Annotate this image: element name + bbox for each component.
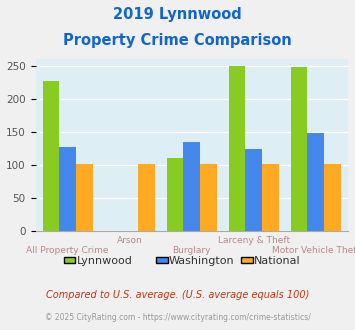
Text: Larceny & Theft: Larceny & Theft: [218, 236, 290, 245]
Bar: [262, 164, 279, 231]
Text: Washington: Washington: [169, 256, 235, 266]
Text: Burglary: Burglary: [173, 246, 211, 255]
Text: Property Crime Comparison: Property Crime Comparison: [63, 33, 292, 48]
Text: 2019 Lynnwood: 2019 Lynnwood: [113, 7, 242, 21]
Bar: [291, 67, 307, 231]
Text: Motor Vehicle Theft: Motor Vehicle Theft: [272, 246, 355, 255]
Bar: [76, 164, 93, 231]
Text: Lynnwood: Lynnwood: [77, 256, 132, 266]
Text: All Property Crime: All Property Crime: [26, 246, 109, 255]
Bar: [43, 81, 59, 231]
Bar: [307, 133, 324, 231]
Bar: [324, 164, 341, 231]
Text: National: National: [254, 256, 301, 266]
Bar: [183, 142, 200, 231]
Text: © 2025 CityRating.com - https://www.cityrating.com/crime-statistics/: © 2025 CityRating.com - https://www.city…: [45, 314, 310, 322]
Text: Compared to U.S. average. (U.S. average equals 100): Compared to U.S. average. (U.S. average …: [46, 290, 309, 300]
Bar: [166, 158, 183, 231]
Bar: [229, 66, 245, 231]
Bar: [200, 164, 217, 231]
Bar: [59, 147, 76, 231]
Bar: [138, 164, 155, 231]
Bar: [245, 149, 262, 231]
Text: Arson: Arson: [117, 236, 143, 245]
